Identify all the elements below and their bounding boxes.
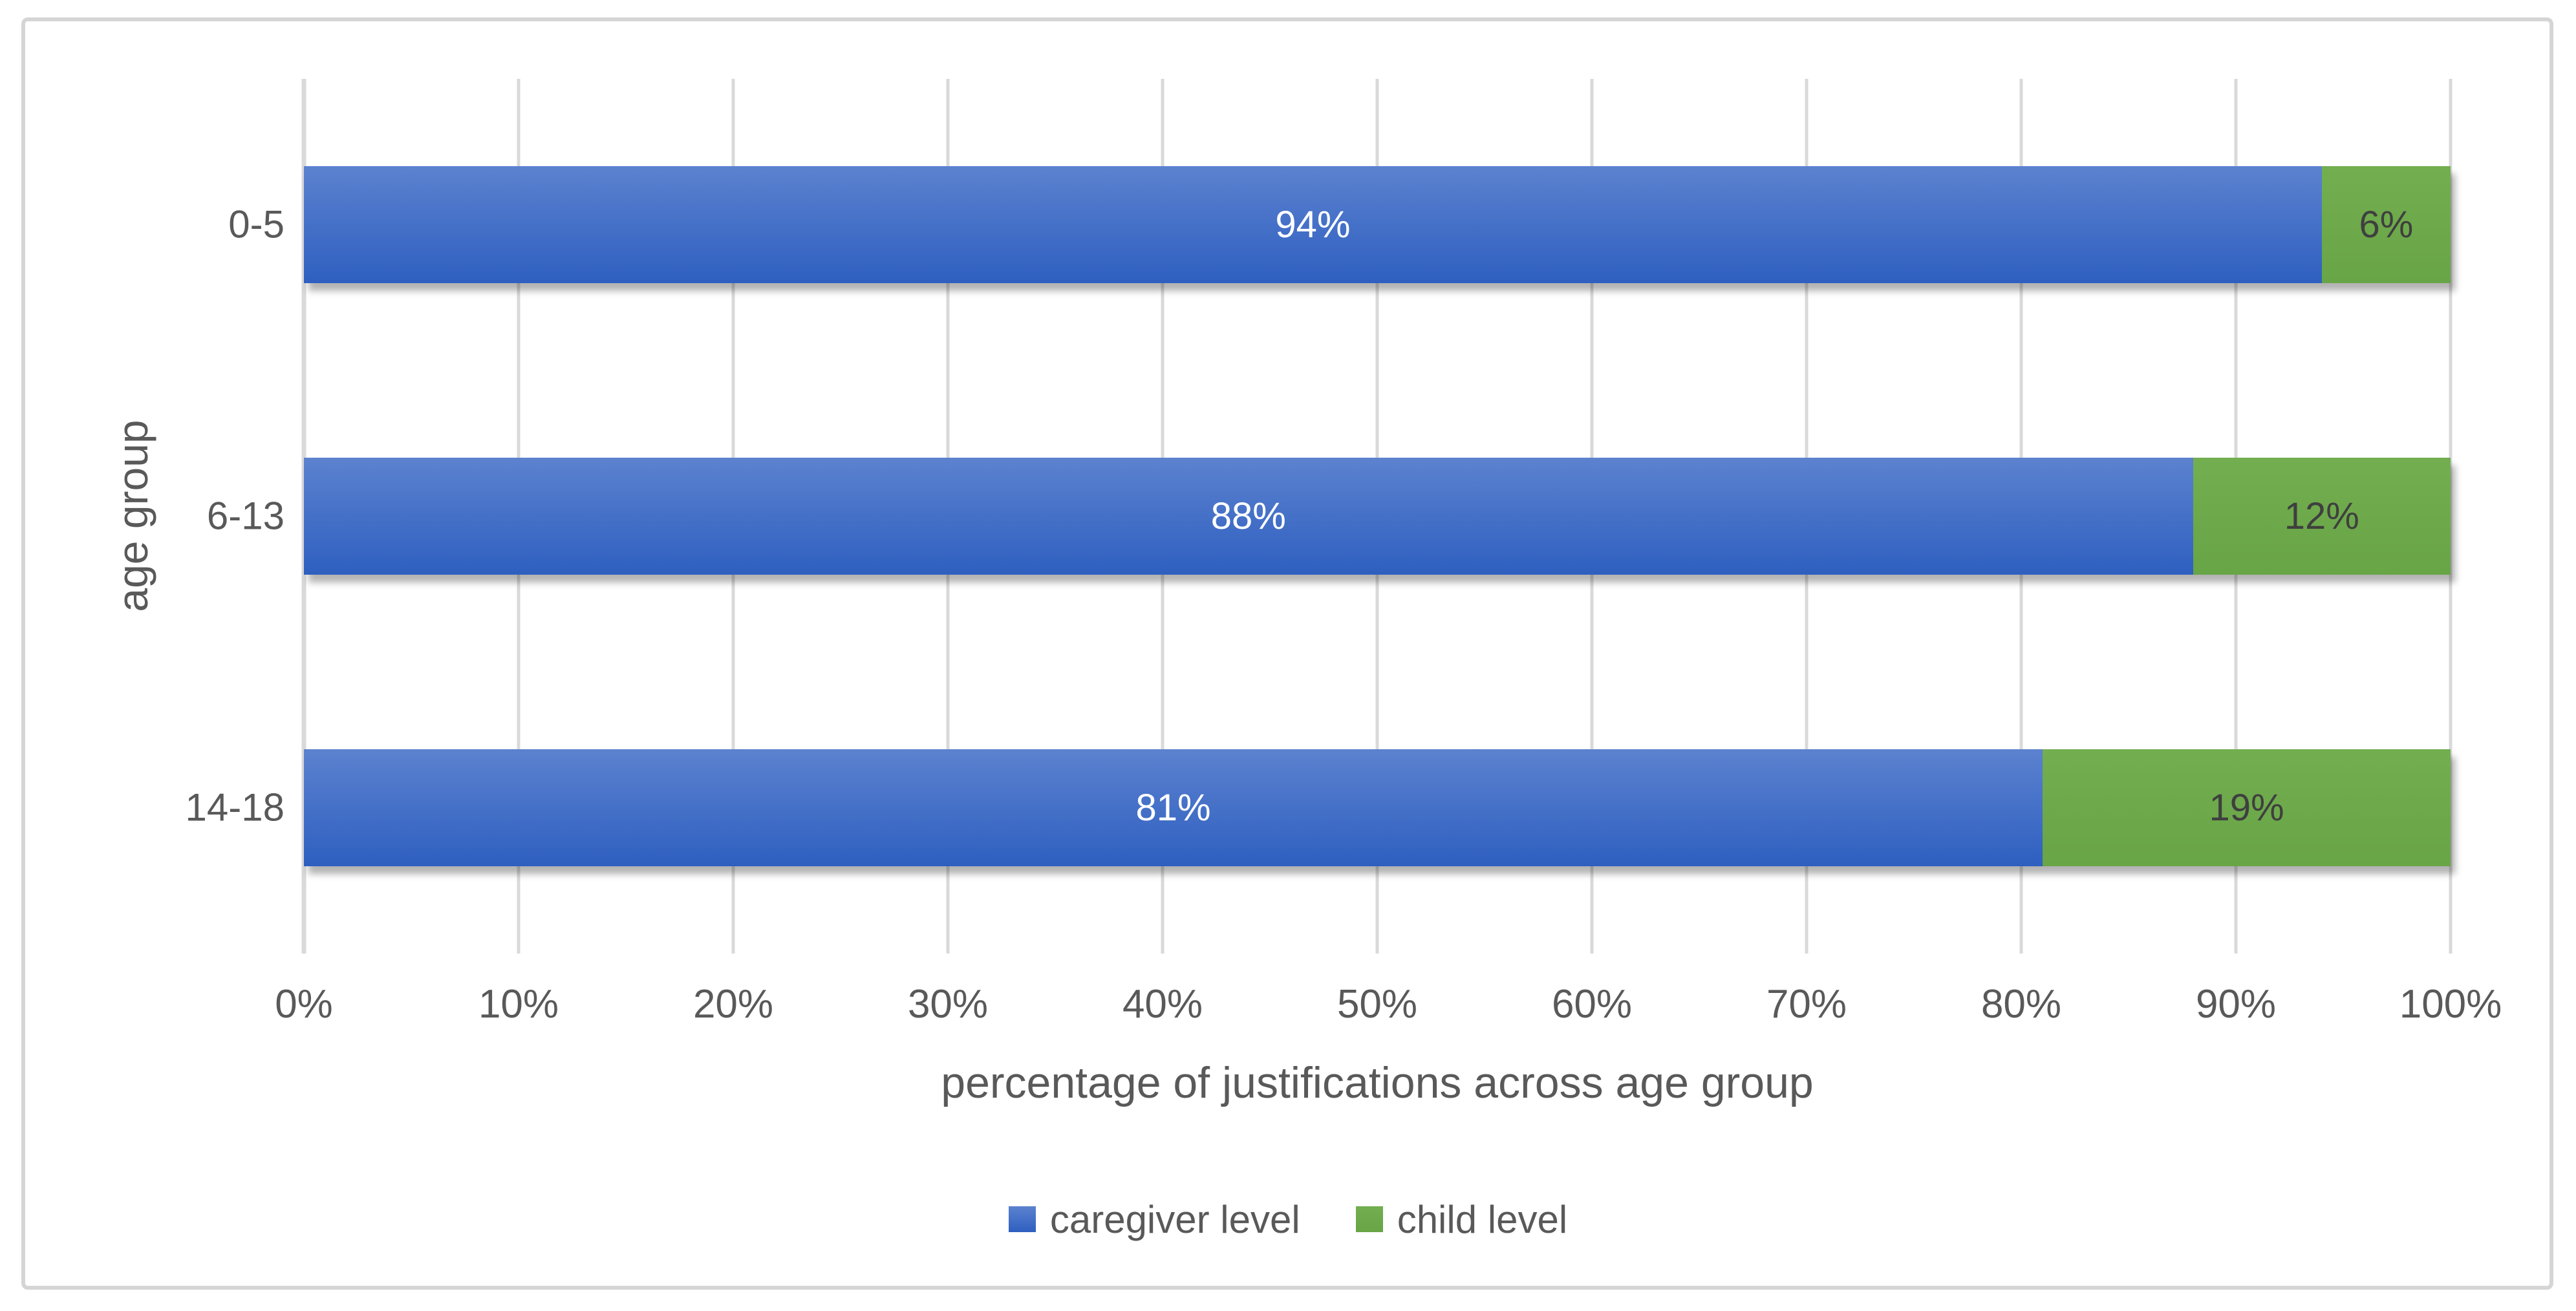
- data-label: 81%: [1135, 786, 1211, 829]
- x-axis-tick-label: 100%: [2399, 982, 2502, 1027]
- x-axis-tick-label: 50%: [1336, 982, 1418, 1027]
- data-label: 12%: [2284, 495, 2359, 537]
- category-label: 0-5: [228, 202, 284, 246]
- x-axis-tick-label: 30%: [907, 982, 989, 1027]
- stacked-bar: 94% 6%: [304, 165, 2451, 283]
- legend-marker-caregiver-level: [1008, 1206, 1036, 1232]
- x-axis-tick-label: 70%: [1766, 982, 1847, 1027]
- bar-row: 6-13 88% 12%: [207, 370, 2451, 662]
- legend-item-child-level: child level: [1355, 1197, 1568, 1242]
- x-axis-ticks: 0% 10% 20% 30% 40% 50% 60% 70% 80% 90% 100%: [275, 981, 2502, 1036]
- y-axis-title: age group: [109, 420, 156, 612]
- legend-label: caregiver level: [1049, 1197, 1300, 1241]
- plot-area: 0-5 94% 6% 6-13 88% 12% 14-18 81% 19%: [186, 79, 2453, 954]
- bar-segment-child-level: 6%: [2321, 165, 2451, 283]
- x-axis-tick-label: 20%: [692, 982, 774, 1027]
- stacked-bar: 88% 12%: [304, 457, 2451, 575]
- category-label: 6-13: [206, 494, 284, 538]
- x-axis-tick-label: 90%: [2195, 982, 2277, 1027]
- x-axis-tick-label: 80%: [1980, 982, 2062, 1027]
- legend: caregiver level child level: [0, 1196, 2576, 1242]
- bar-segment-child-level: 12%: [2193, 457, 2451, 575]
- data-label: 6%: [2359, 203, 2414, 246]
- data-label: 88%: [1210, 495, 1286, 537]
- x-axis-tick-label: 10%: [478, 982, 559, 1027]
- x-axis-tick-label: 0%: [275, 982, 333, 1027]
- legend-item-caregiver-level: caregiver level: [1008, 1197, 1300, 1242]
- x-axis-title: percentage of justifications across age …: [941, 1058, 1814, 1107]
- x-axis-tick-label: 60%: [1551, 982, 1633, 1027]
- gridline: [2449, 79, 2453, 954]
- legend-marker-child-level: [1355, 1206, 1383, 1232]
- data-label: 19%: [2209, 786, 2284, 829]
- bar-segment-caregiver-level: 81%: [304, 749, 2043, 866]
- x-axis-tick-label: 40%: [1122, 982, 1203, 1027]
- bar-segment-caregiver-level: 88%: [304, 457, 2193, 575]
- bar-row: 14-18 81% 19%: [186, 662, 2451, 954]
- bar-segment-child-level: 19%: [2043, 749, 2451, 866]
- data-label: 94%: [1275, 203, 1351, 246]
- bar-segment-caregiver-level: 94%: [304, 165, 2322, 283]
- category-label: 14-18: [185, 785, 284, 829]
- bar-row: 0-5 94% 6%: [228, 79, 2451, 370]
- stacked-bar: 81% 19%: [304, 749, 2451, 866]
- legend-label: child level: [1397, 1197, 1568, 1241]
